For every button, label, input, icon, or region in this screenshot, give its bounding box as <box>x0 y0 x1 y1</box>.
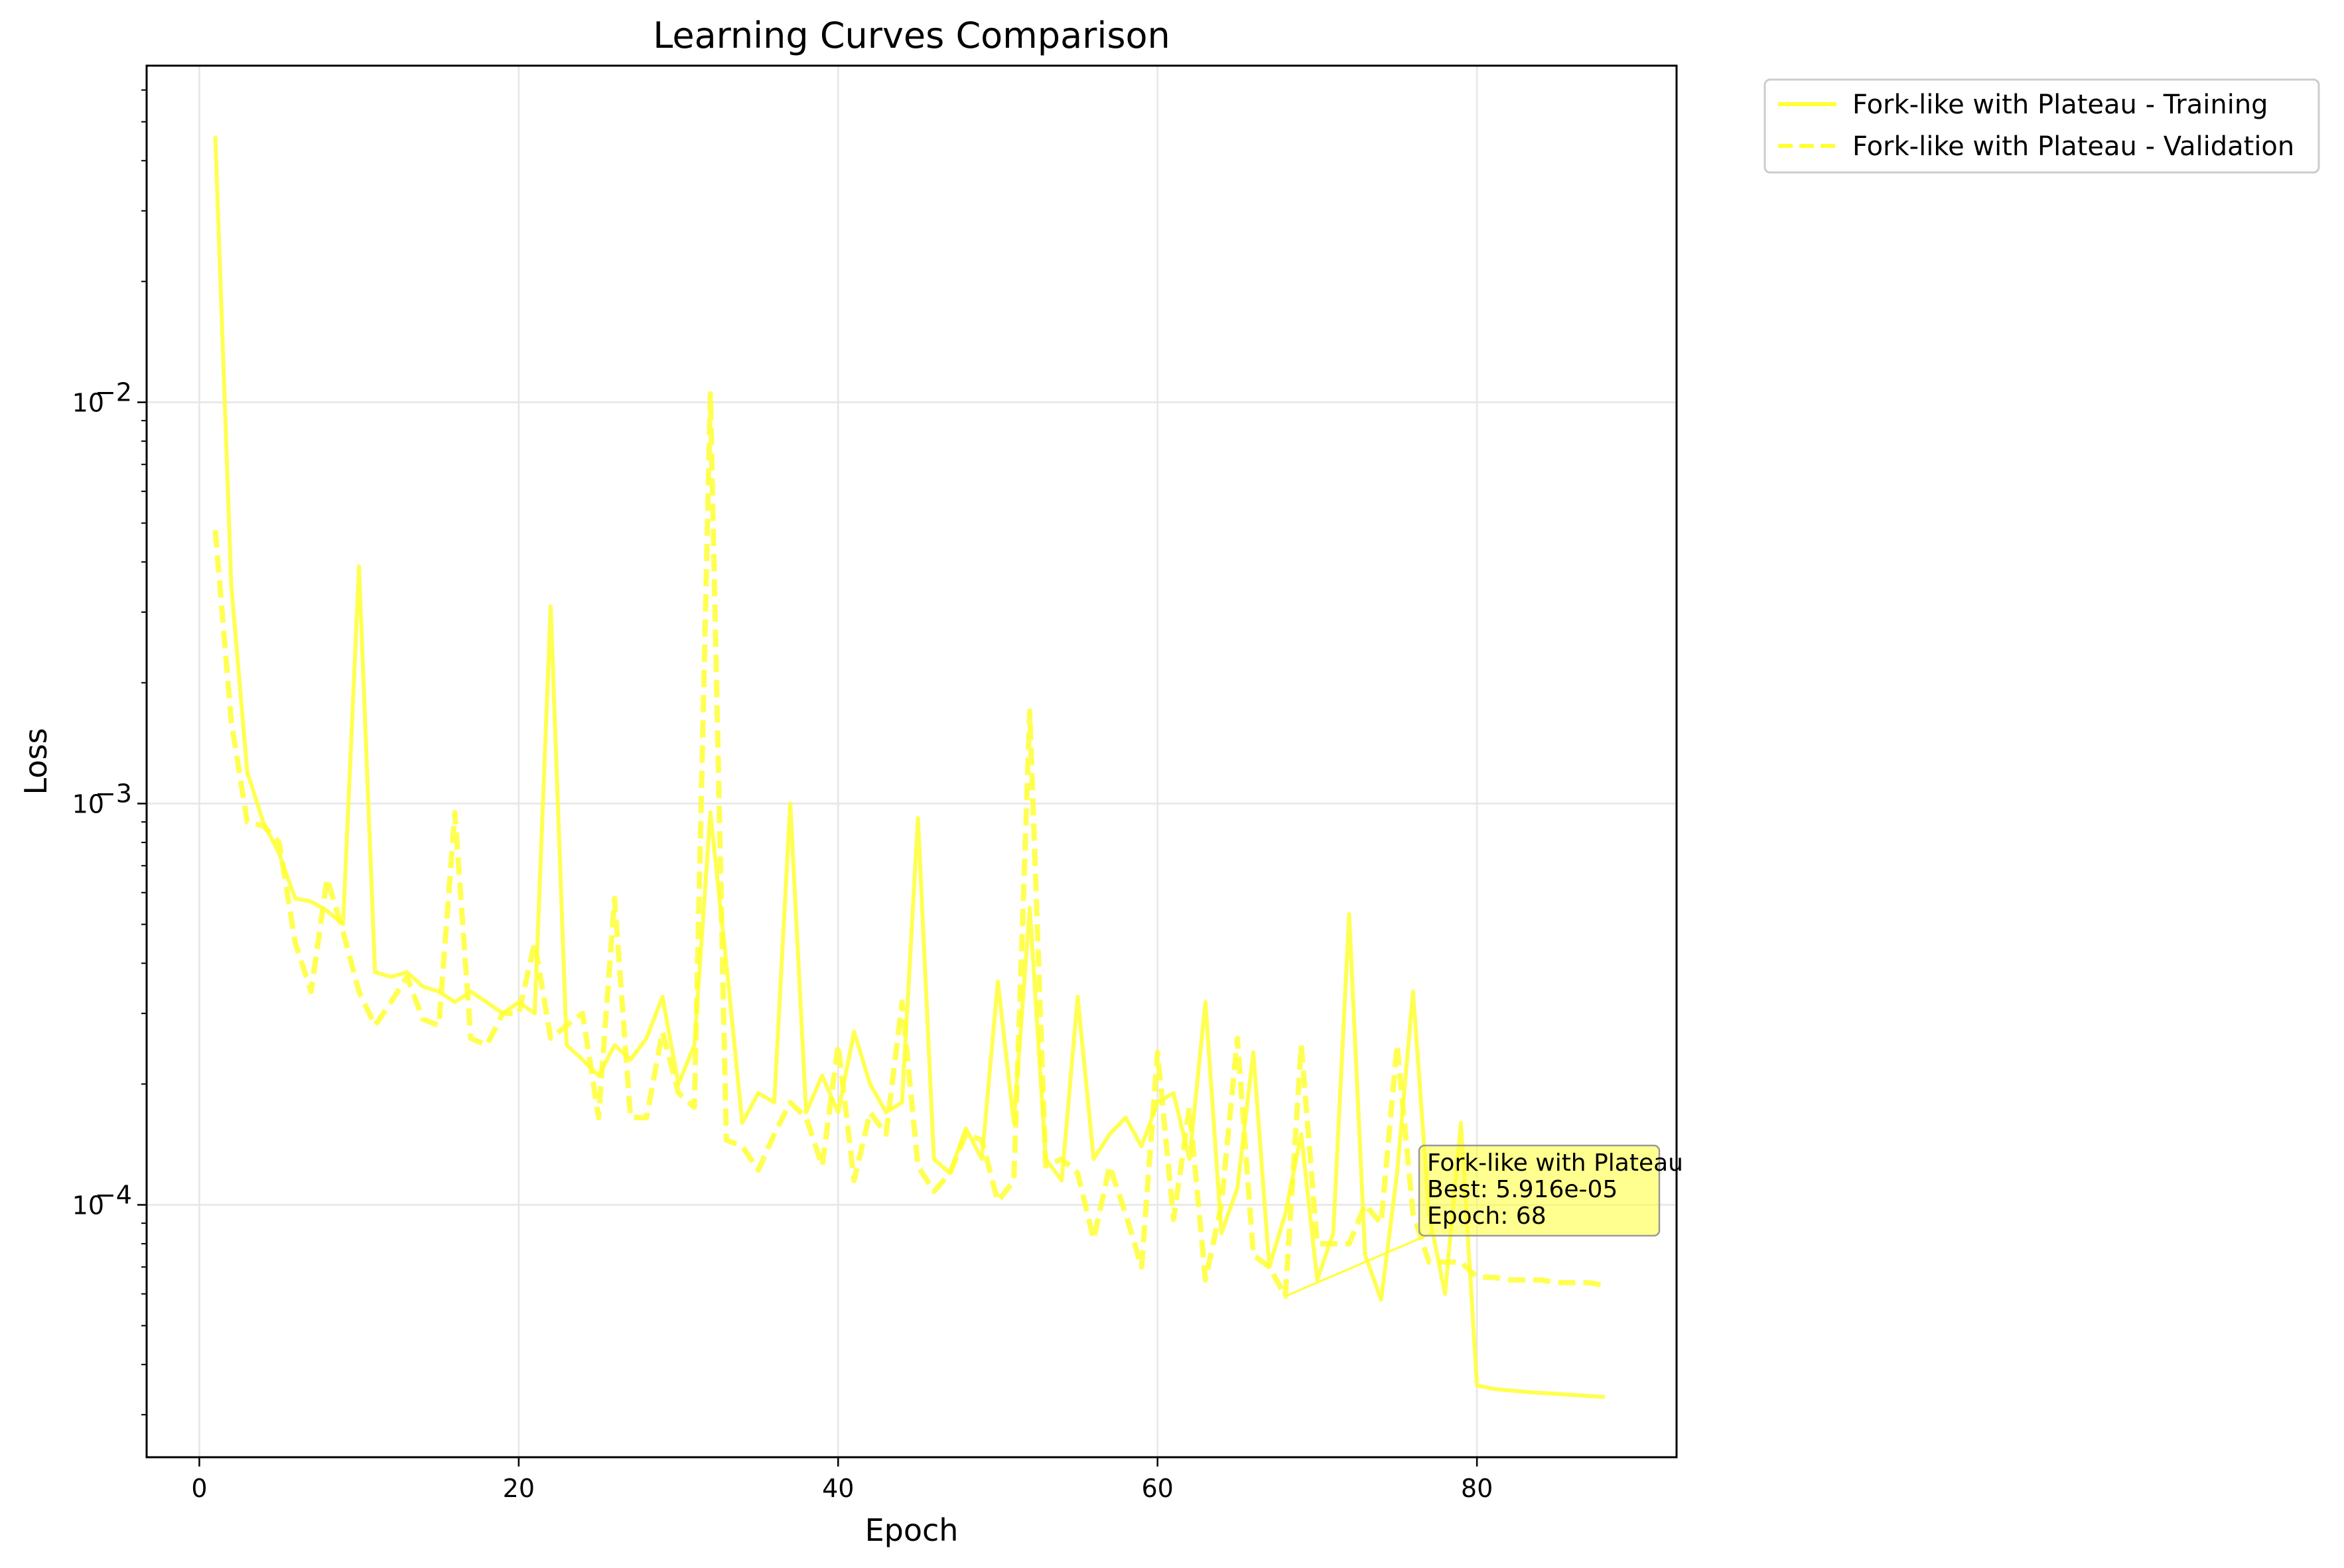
annotation-line: Best: 5.916e-05 <box>1427 1176 1618 1203</box>
x-tick-label: 20 <box>503 1474 535 1503</box>
legend-label-validation: Fork-like with Plateau - Validation <box>1852 131 2294 162</box>
annotation-line: Epoch: 68 <box>1427 1203 1547 1230</box>
training-line <box>213 136 1605 1400</box>
y-tick-label: 10 <box>72 789 104 818</box>
grid <box>147 66 1677 1457</box>
validation-line <box>212 391 1606 1299</box>
annotation-arrow <box>1284 1232 1433 1297</box>
y-tick-exponent: −3 <box>95 779 132 808</box>
y-tick-label: 10 <box>72 389 104 418</box>
x-tick-label: 40 <box>822 1474 854 1503</box>
y-axis-title: Loss <box>18 728 54 795</box>
x-axis-title: Epoch <box>865 1512 959 1548</box>
x-tick-label: 60 <box>1142 1474 1174 1503</box>
legend-box <box>1763 78 2320 174</box>
annotation-line: Fork-like with Plateau <box>1427 1149 1683 1177</box>
plot-frame <box>145 64 1678 1459</box>
x-tick-label: 0 <box>191 1474 207 1503</box>
y-tick-exponent: −2 <box>95 378 132 407</box>
legend: Fork-like with Plateau - Training Fork-l… <box>1763 78 2320 174</box>
y-tick-exponent: −4 <box>95 1180 132 1209</box>
annotation-box <box>1418 1144 1661 1237</box>
plot-area <box>147 66 1677 1457</box>
y-tick-label: 10 <box>72 1191 104 1220</box>
series-layer <box>212 136 1606 1400</box>
chart-title: Learning Curves Comparison <box>653 15 1170 56</box>
legend-label-training: Fork-like with Plateau - Training <box>1852 90 2268 120</box>
x-tick-label: 80 <box>1461 1474 1493 1503</box>
